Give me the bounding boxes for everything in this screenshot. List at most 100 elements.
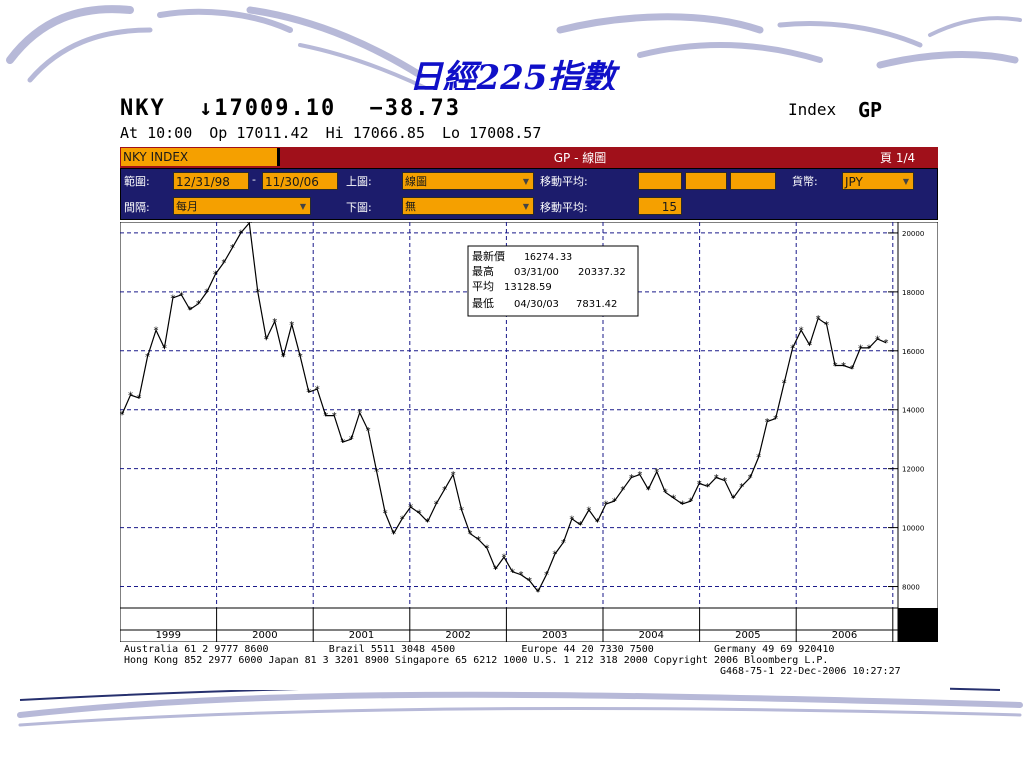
data-point: * bbox=[417, 508, 422, 519]
data-point: * bbox=[586, 505, 591, 516]
x-tick-label: 1999 bbox=[156, 630, 181, 641]
data-point: * bbox=[671, 494, 676, 505]
ma-field-2[interactable] bbox=[685, 172, 727, 190]
data-point: * bbox=[680, 500, 685, 511]
footer-line-1: Australia 61 2 9777 8600 Brazil 5511 304… bbox=[124, 644, 835, 655]
footer-line-2: Hong Kong 852 2977 6000 Japan 81 3 3201 … bbox=[124, 655, 829, 666]
data-point: * bbox=[782, 379, 787, 390]
period-label: 間隔: bbox=[124, 201, 150, 214]
stats-avg-label: 平均 bbox=[472, 280, 494, 293]
data-point: * bbox=[451, 470, 456, 481]
data-point: * bbox=[289, 320, 294, 331]
data-point: * bbox=[544, 570, 549, 581]
bloomberg-footer: Australia 61 2 9777 8600 Brazil 5511 304… bbox=[124, 644, 934, 666]
data-point: * bbox=[264, 335, 269, 346]
y-tick-label: 12000 bbox=[902, 466, 924, 474]
ma-label-2: 移動平均: bbox=[540, 201, 588, 214]
range-label: 範圍: bbox=[124, 175, 150, 188]
y-tick-label: 14000 bbox=[902, 407, 924, 415]
data-point: * bbox=[756, 452, 761, 463]
asset-class: Index bbox=[788, 100, 837, 119]
upper-chart-select[interactable]: 線圖 ▼ bbox=[402, 172, 534, 190]
currency-label: 貨幣: bbox=[792, 175, 818, 188]
series-path bbox=[121, 222, 887, 593]
period-value: 每月 bbox=[176, 200, 198, 213]
data-point: * bbox=[332, 411, 337, 422]
x-tick-label: 2001 bbox=[349, 630, 374, 641]
stats-high-label: 最高 bbox=[472, 264, 494, 278]
data-point: * bbox=[196, 299, 201, 310]
data-point: * bbox=[833, 361, 838, 372]
ma-field-3[interactable] bbox=[730, 172, 776, 190]
data-point: * bbox=[442, 485, 447, 496]
ma-period-field[interactable]: 15 bbox=[638, 197, 682, 215]
data-point: * bbox=[867, 343, 872, 354]
ma-field-1[interactable] bbox=[638, 172, 682, 190]
high-price: Hi 17066.85 bbox=[325, 124, 425, 142]
period-select[interactable]: 每月 ▼ bbox=[173, 197, 311, 215]
stats-low-value: 7831.42 bbox=[576, 299, 617, 310]
quote-line: NKY ↓17009.10 −38.73 bbox=[120, 96, 479, 121]
x-tick-label: 2002 bbox=[445, 630, 470, 641]
data-point: * bbox=[306, 388, 311, 399]
upper-chart-value: 線圖 bbox=[405, 175, 427, 188]
data-point: * bbox=[179, 290, 184, 301]
data-point: * bbox=[569, 514, 574, 525]
data-point: * bbox=[603, 500, 608, 511]
last-price: ↓17009.10 bbox=[199, 96, 337, 121]
data-point: * bbox=[323, 411, 328, 422]
security-separator bbox=[277, 148, 280, 166]
data-point: * bbox=[663, 488, 668, 499]
data-point: * bbox=[230, 243, 235, 254]
data-point: * bbox=[383, 508, 388, 519]
end-date-field[interactable]: 11/30/06 bbox=[262, 172, 338, 190]
stats-box: 最新價 16274.33 最高 03/31/00 20337.32 平均 131… bbox=[467, 245, 639, 317]
ma-label-1: 移動平均: bbox=[540, 175, 588, 188]
data-point: * bbox=[875, 335, 880, 346]
lower-chart-select[interactable]: 無 ▼ bbox=[402, 197, 534, 215]
stats-avg-value: 13128.59 bbox=[504, 282, 552, 293]
data-point: * bbox=[807, 340, 812, 351]
stats-low-date: 04/30/03 bbox=[514, 299, 559, 310]
data-point: * bbox=[850, 364, 855, 375]
data-point: * bbox=[595, 517, 600, 528]
page-indicator: 頁 1/4 bbox=[880, 151, 916, 165]
x-tick-label: 2003 bbox=[542, 630, 567, 641]
data-point: * bbox=[255, 287, 260, 298]
data-point: * bbox=[773, 414, 778, 425]
data-point: * bbox=[340, 438, 345, 449]
data-point: * bbox=[646, 485, 651, 496]
data-point: * bbox=[714, 473, 719, 484]
data-point: * bbox=[187, 305, 192, 316]
data-point: * bbox=[281, 352, 286, 363]
data-point: * bbox=[153, 326, 158, 337]
x-tick-label: 2006 bbox=[832, 630, 857, 641]
currency-select[interactable]: JPY ▼ bbox=[842, 172, 914, 190]
data-point: * bbox=[518, 570, 523, 581]
security-field[interactable]: NKY INDEX bbox=[121, 148, 279, 166]
data-point: * bbox=[476, 535, 481, 546]
low-price: Lo 17008.57 bbox=[442, 124, 542, 142]
data-point: * bbox=[629, 473, 634, 484]
stats-high-value: 20337.32 bbox=[578, 267, 626, 278]
net-change: −38.73 bbox=[369, 96, 461, 121]
stats-high-date: 03/31/00 bbox=[514, 267, 559, 278]
chevron-down-icon: ▼ bbox=[902, 177, 909, 186]
data-point: * bbox=[391, 529, 396, 540]
data-point: * bbox=[272, 317, 277, 328]
data-point: * bbox=[434, 500, 439, 511]
data-point: * bbox=[162, 343, 167, 354]
currency-value: JPY bbox=[845, 175, 863, 189]
data-point: * bbox=[841, 361, 846, 372]
corner-block bbox=[898, 608, 938, 642]
x-tick-label: 2004 bbox=[639, 630, 664, 641]
data-point: * bbox=[722, 476, 727, 487]
y-axis: 20000 18000 16000 14000 12000 10000 8000 bbox=[888, 222, 924, 642]
ticker: NKY bbox=[120, 96, 166, 121]
data-point: * bbox=[824, 320, 829, 331]
data-point: * bbox=[535, 587, 540, 598]
y-tick-label: 10000 bbox=[902, 525, 924, 533]
data-point: * bbox=[654, 467, 659, 478]
data-point: * bbox=[357, 408, 362, 419]
start-date-field[interactable]: 12/31/98 bbox=[173, 172, 249, 190]
